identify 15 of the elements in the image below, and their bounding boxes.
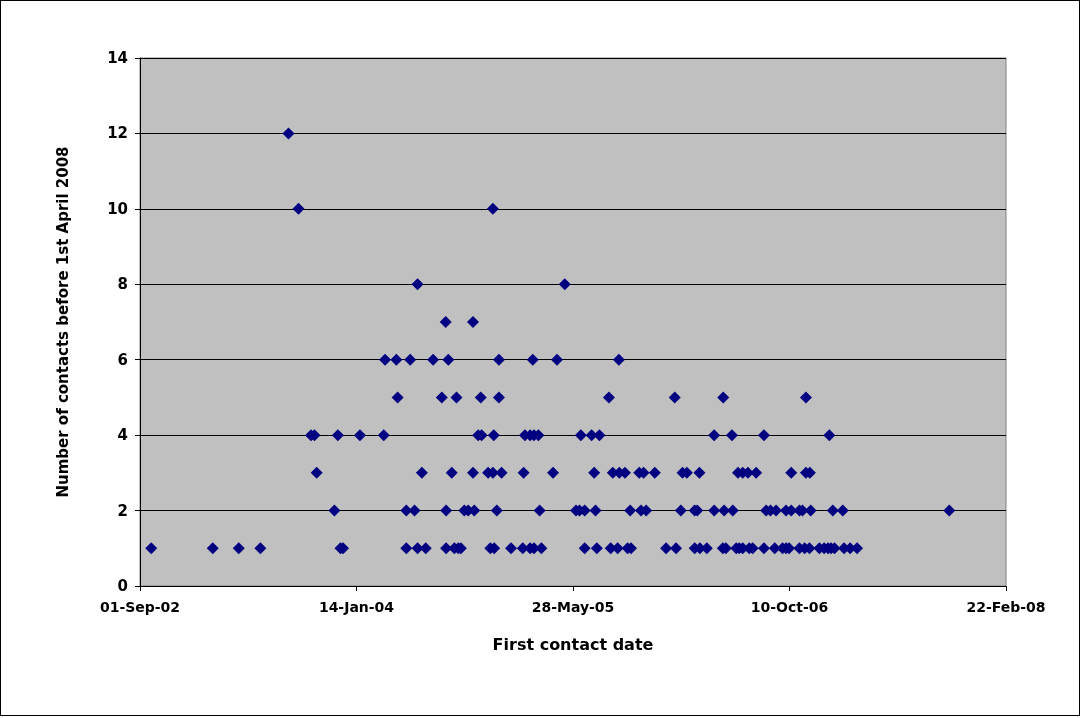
y-tick-label: 8 xyxy=(117,275,128,294)
y-tick-label: 12 xyxy=(107,124,128,143)
x-tick-label: 28-May-05 xyxy=(531,599,615,615)
y-tick-label: 14 xyxy=(107,49,128,67)
y-tick-label: 6 xyxy=(117,350,128,369)
y-tick-label: 4 xyxy=(117,426,128,445)
x-axis-title: First contact date xyxy=(492,634,654,654)
y-tick-label: 0 xyxy=(117,577,128,595)
x-tick-label: 10-Oct-06 xyxy=(750,599,829,615)
y-axis-title: Number of contacts before 1st April 2008 xyxy=(53,146,72,498)
x-tick-label: 14-Jan-04 xyxy=(318,599,395,615)
x-tick-label: 01-Sep-02 xyxy=(99,599,181,615)
x-tick-label: 22-Feb-08 xyxy=(966,599,1046,615)
y-tick-label: 10 xyxy=(107,199,128,218)
y-tick-label: 2 xyxy=(117,501,128,520)
